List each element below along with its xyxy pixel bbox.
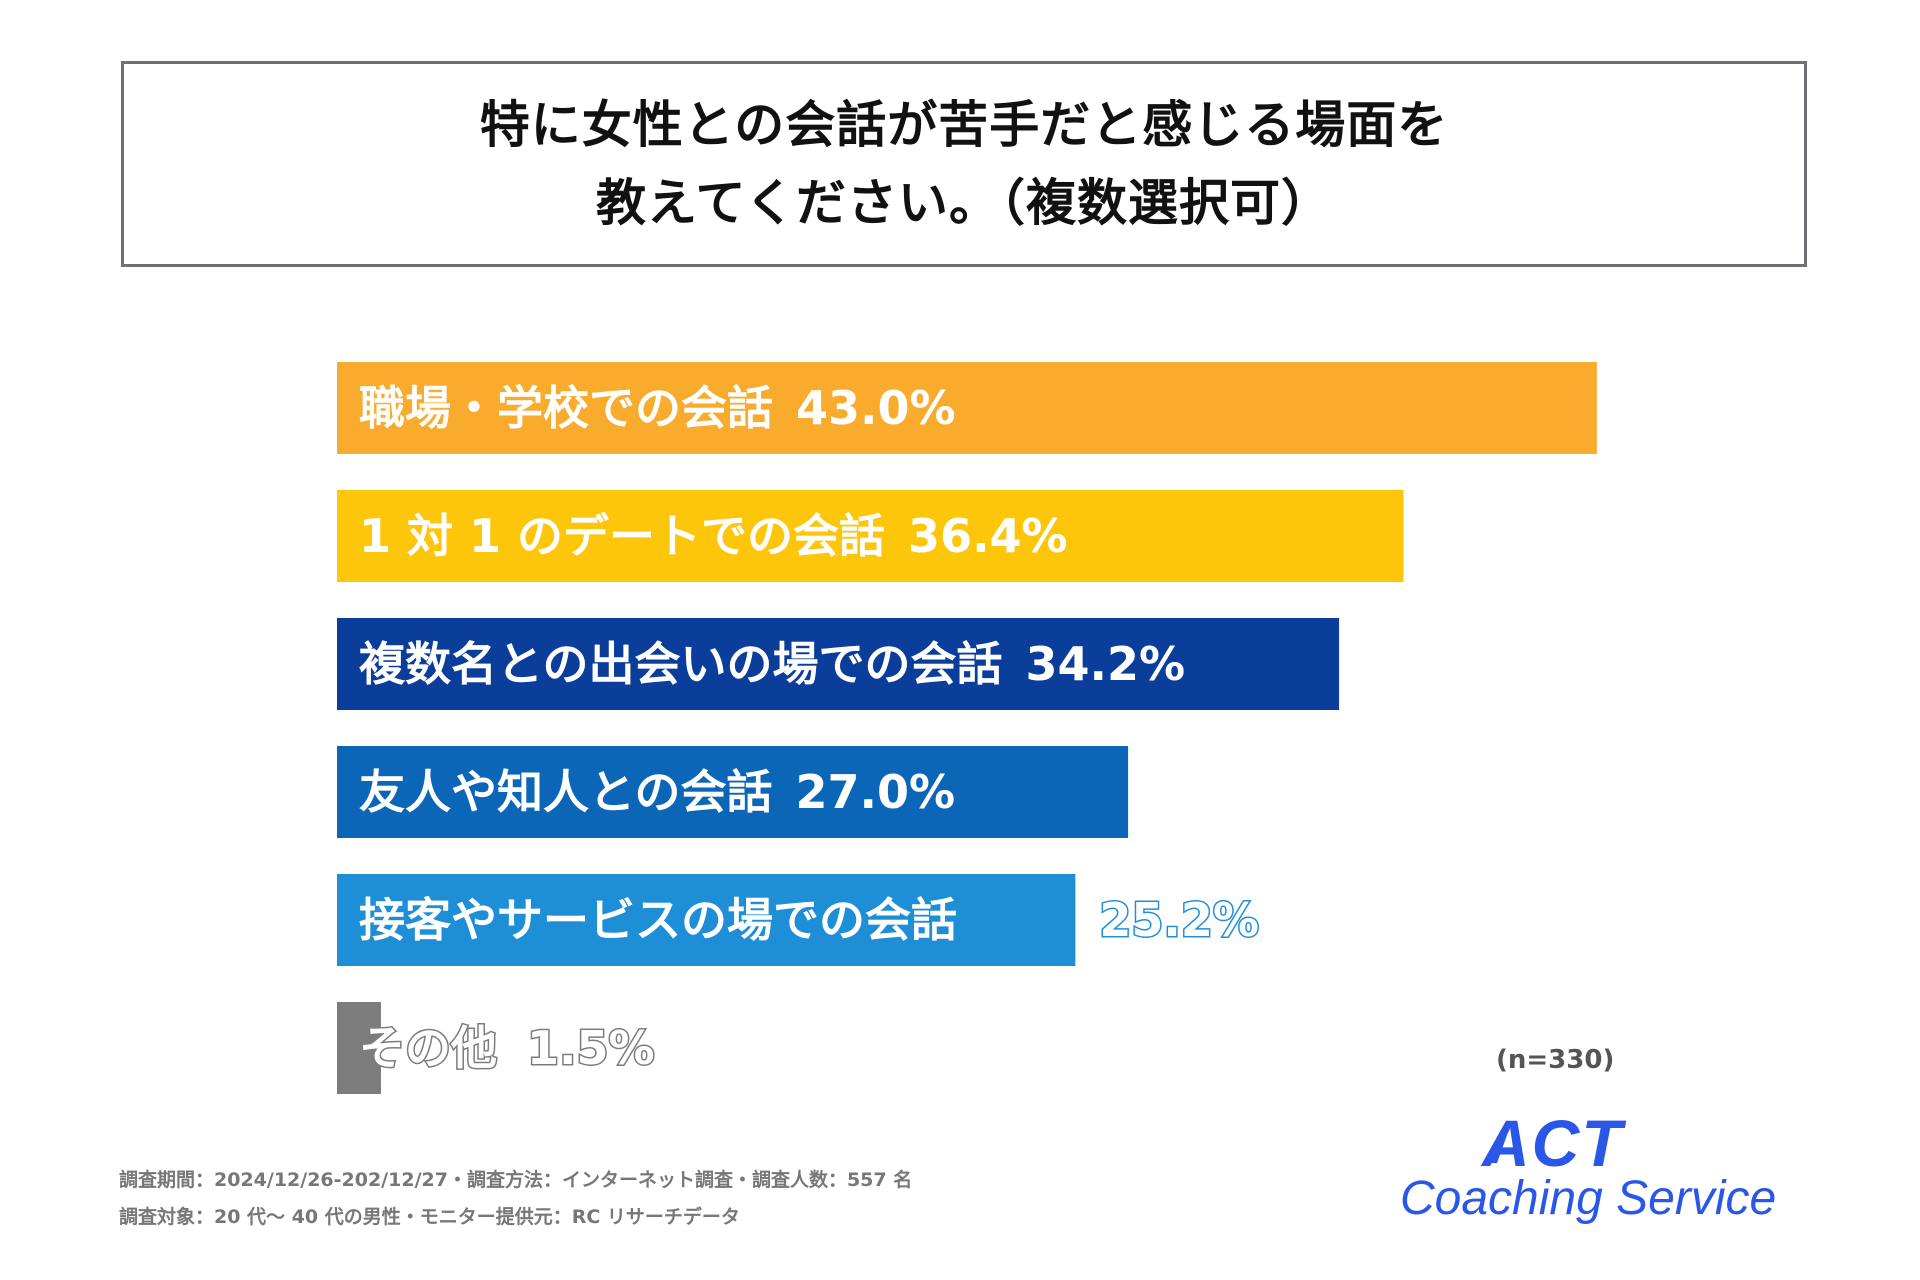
chart-title-line-2: 教えてください。（複数選択可）	[596, 174, 1332, 232]
bar-value-label-6: 1.5%	[527, 1021, 655, 1075]
bar-category-label-6: その他	[359, 1021, 497, 1075]
bar-label-1: 職場・学校での会話 43.0%	[359, 381, 956, 435]
bar-value-label-5: 25.2%	[1099, 893, 1259, 947]
bar-2	[337, 490, 1404, 582]
bar-1	[337, 362, 1597, 454]
footnote-survey-target: 調査対象：20 代〜 40 代の男性・モニター提供元：RC リサーチデータ	[119, 1206, 740, 1228]
chart-title-line-1: 特に女性との会話が苦手だと感じる場面を	[479, 96, 1449, 154]
logo-mark-icon	[1489, 1135, 1507, 1163]
logo-act-text: ACT	[1482, 1106, 1624, 1180]
logo-coaching-service-text: Coaching Service	[1400, 1172, 1777, 1225]
bar-6	[337, 1002, 381, 1094]
bar-5	[337, 874, 1076, 966]
bar-category-label-5: 接客やサービスの場での会話	[359, 893, 957, 947]
sample-size-label: (n=330)	[1496, 1045, 1615, 1075]
bar-label-4: 友人や知人との会話 27.0%	[359, 765, 955, 819]
bar-4	[337, 746, 1129, 838]
bar-3	[337, 618, 1340, 710]
bar-label-2: 1 対 1 のデートでの会話 36.4%	[359, 509, 1068, 563]
footnote-survey-period: 調査期間：2024/12/26-202/12/27・調査方法：インターネット調査…	[119, 1169, 913, 1191]
bar-label-3: 複数名との出会いの場での会話 34.2%	[359, 637, 1185, 691]
act-coaching-logo: ACT Coaching Service	[1400, 1105, 1820, 1240]
chart-title-box: 特に女性との会話が苦手だと感じる場面を 教えてください。（複数選択可）	[121, 61, 1807, 267]
